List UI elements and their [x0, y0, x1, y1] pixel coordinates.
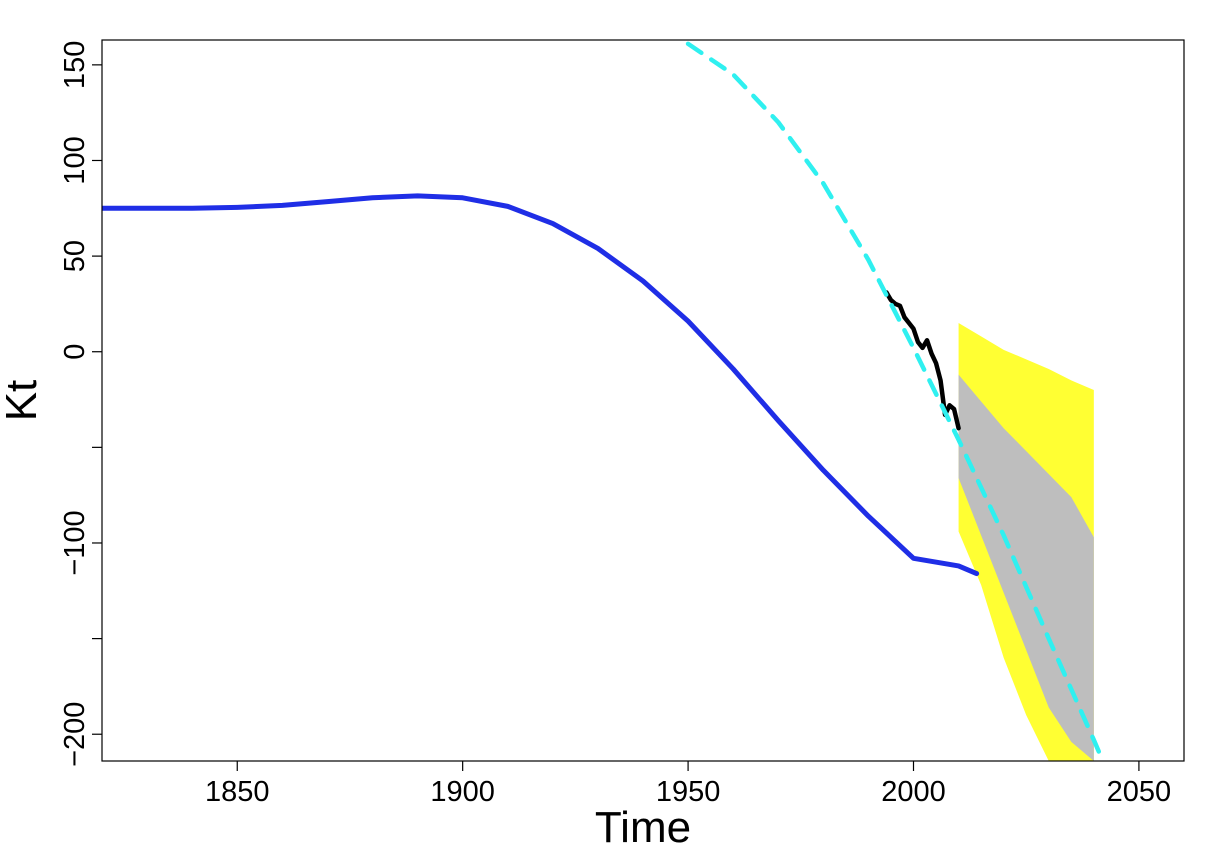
- solid-blue-line: [102, 193, 980, 577]
- x-tick-label: 1900: [430, 776, 495, 808]
- y-tick-label: 0: [59, 344, 91, 360]
- y-axis: 150 100 50 0 −100 −200: [59, 41, 102, 767]
- dashed-cyan-line: [685, 41, 1106, 761]
- y-tick-label: 100: [59, 136, 91, 184]
- x-tick-label: 2050: [1107, 776, 1172, 808]
- x-axis: 1850 1900 1950 2000 2050: [205, 761, 1171, 808]
- x-tick-label: 2000: [881, 776, 946, 808]
- x-axis-title: Time: [595, 803, 691, 852]
- y-tick-label: 150: [59, 41, 91, 89]
- y-tick-label: −100: [59, 510, 91, 575]
- plot-frame: [101, 39, 1185, 762]
- y-axis-title: Kt: [0, 380, 46, 422]
- x-tick-label: 1950: [656, 776, 721, 808]
- series-lines: [102, 41, 1106, 761]
- y-tick-label: 50: [59, 240, 91, 272]
- x-tick-label: 1850: [205, 776, 270, 808]
- y-tick-label: −200: [59, 702, 91, 767]
